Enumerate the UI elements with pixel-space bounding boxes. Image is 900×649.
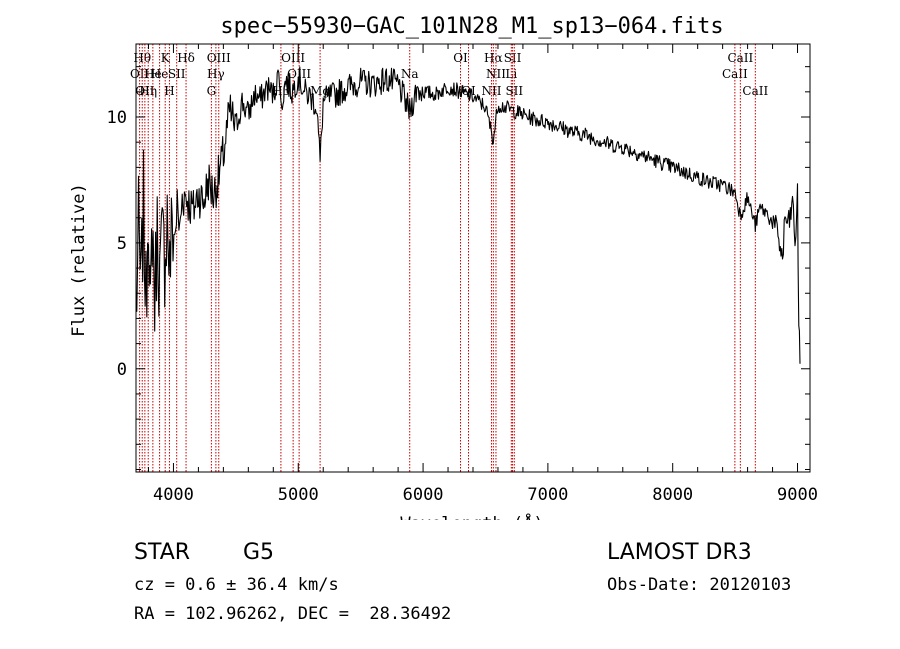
object-subclass: G5 xyxy=(243,540,275,565)
line-markers: OIIHθOIIHηHeHeKHSIIHδGHγOIIIHβOIIIOIIIMg… xyxy=(130,44,768,472)
line-marker-label: SII xyxy=(505,84,523,98)
x-tick-label: 4000 xyxy=(153,485,194,505)
chart-title: spec−55930−GAC_101N28_M1_sp13−064.fits xyxy=(220,14,723,39)
line-marker-label: OII xyxy=(135,84,155,98)
line-marker-label: NII xyxy=(481,84,501,98)
line-marker-label: Hα xyxy=(484,51,503,65)
line-marker-label: OIII xyxy=(281,51,305,65)
line-marker-label: He xyxy=(151,67,169,81)
object-class: STAR xyxy=(134,540,191,565)
x-tick-label: 6000 xyxy=(403,485,444,505)
line-marker-label: Hδ xyxy=(177,51,195,65)
y-tick-label: 0 xyxy=(117,360,127,380)
line-marker-label: NII xyxy=(486,67,506,81)
spectrum-chart: spec−55930−GAC_101N28_M1_sp13−064.fits O… xyxy=(69,14,818,520)
x-tick-label: 5000 xyxy=(278,485,319,505)
spectrum-series xyxy=(135,66,801,364)
line-marker-label: CaII xyxy=(722,67,748,81)
line-marker-label: Li xyxy=(505,67,517,81)
x-tick-label: 9000 xyxy=(777,485,818,505)
x-tick-label: 7000 xyxy=(527,485,568,505)
line-marker-label: Na xyxy=(401,67,419,81)
line-marker-label: CaII xyxy=(742,84,768,98)
line-marker-label: H xyxy=(164,84,174,98)
line-marker-label: OI xyxy=(453,51,468,65)
line-marker-label: He xyxy=(144,67,162,81)
survey-name: LAMOST DR3 xyxy=(607,540,752,565)
axes: 4000 5000 6000 7000 8000 9000 0 5 10 xyxy=(107,43,818,505)
line-marker-label: Hγ xyxy=(207,67,225,81)
observation-date: Obs-Date: 20120103 xyxy=(607,575,792,595)
line-marker-label: SII xyxy=(504,51,522,65)
plot-frame xyxy=(135,43,811,473)
line-marker-label: OIII xyxy=(207,51,231,65)
coordinates: RA = 102.96262, DEC = 28.36492 xyxy=(134,604,452,624)
line-marker-label: G xyxy=(207,84,217,98)
y-axis-label: Flux (relative) xyxy=(69,183,89,337)
line-marker-label: CaII xyxy=(727,51,753,65)
spectrum-line xyxy=(135,66,801,364)
line-marker-label: Hη xyxy=(139,84,157,98)
line-marker-label: SII xyxy=(168,67,186,81)
line-marker-label: K xyxy=(161,51,171,65)
redshift-velocity: cz = 0.6 ± 36.4 km/s xyxy=(134,575,339,595)
y-tick-label: 10 xyxy=(107,108,127,128)
line-marker-label: Hθ xyxy=(133,51,151,65)
x-tick-label: 8000 xyxy=(652,485,693,505)
y-tick-label: 5 xyxy=(117,234,127,254)
x-axis-label: Wavelength (Å) xyxy=(400,512,543,520)
